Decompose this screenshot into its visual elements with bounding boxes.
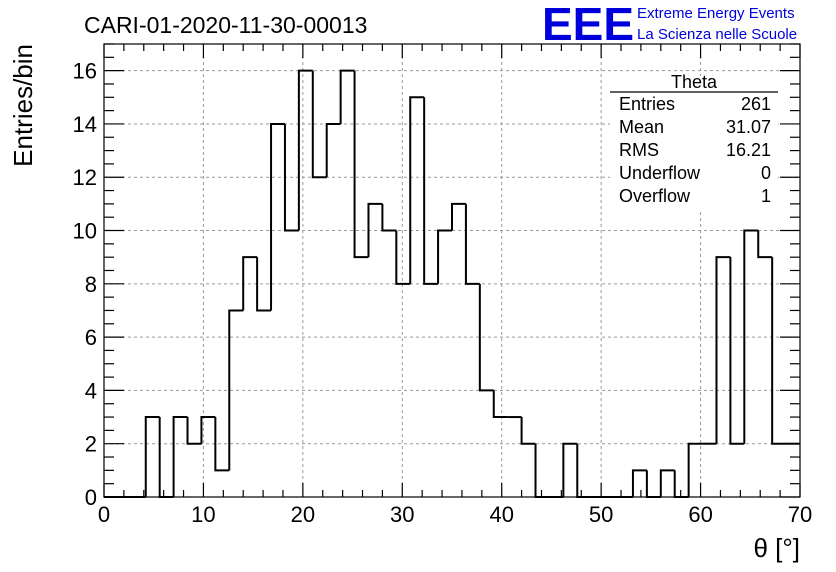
histogram-bin: [659, 469, 675, 497]
axis-ticks: [103, 43, 801, 498]
stats-value: 0: [761, 163, 771, 183]
histogram-bin: [631, 469, 647, 497]
y-tick-label: 2: [85, 432, 97, 457]
y-tick-label: 6: [85, 325, 97, 350]
histogram-bin: [409, 96, 425, 284]
histogram-bin: [325, 122, 341, 178]
stats-label: RMS: [619, 140, 659, 160]
histogram-bin: [451, 202, 466, 231]
logo-line-2: La Scienza nelle Scuole: [637, 26, 797, 43]
eee-logo: EEE Extreme Energy Events La Scienza nel…: [542, 0, 797, 50]
y-tick-label: 14: [73, 112, 97, 137]
histogram-bin: [492, 390, 508, 419]
histogram-bin: [367, 202, 383, 258]
histogram-bin: [464, 203, 480, 285]
y-tick-label: 16: [73, 59, 97, 84]
histogram-bin: [200, 416, 216, 444]
histogram-bin: [757, 230, 773, 259]
y-tick-label: 0: [85, 485, 97, 510]
stats-value: 16.21: [726, 140, 771, 160]
chart-title: CARI-01-2020-11-30-00013: [84, 12, 367, 38]
histogram-bin: [562, 442, 578, 497]
stats-label: Overflow: [619, 186, 691, 206]
histogram-bin: [144, 416, 160, 497]
logo-line-1: Extreme Energy Events: [637, 5, 795, 22]
x-tick-label: 40: [489, 502, 513, 527]
histogram-bin: [158, 417, 174, 498]
x-tick-label: 30: [390, 502, 414, 527]
histogram-bin: [673, 470, 689, 498]
histogram-bin: [311, 70, 327, 179]
histogram-bin: [478, 283, 494, 392]
histogram-bin: [339, 69, 355, 124]
histogram-bin: [256, 257, 272, 312]
histogram-bin: [381, 203, 397, 232]
x-tick-label: 60: [688, 502, 712, 527]
histogram-bin: [214, 417, 230, 472]
histogram-bin: [520, 417, 536, 445]
histogram-bin: [729, 257, 745, 445]
histogram-bin: [242, 256, 258, 311]
stats-box: Theta Entries 261 Mean 31.07 RMS 16.21 Underfl…: [610, 72, 778, 212]
histogram-bin: [172, 416, 188, 497]
stats-label: Underflow: [619, 163, 701, 183]
x-tick-label: 0: [98, 502, 110, 527]
histogram-bin: [437, 229, 452, 284]
y-axis-title: Entries/bin: [8, 44, 38, 167]
x-tick-label: 70: [788, 502, 812, 527]
stats-label: Entries: [619, 94, 675, 114]
histogram-bin: [534, 443, 550, 498]
x-tick-label: 10: [191, 502, 215, 527]
y-tick-label: 4: [85, 378, 97, 403]
histogram-bin: [283, 123, 299, 232]
stats-value: 31.07: [726, 117, 771, 137]
stats-box-background: [610, 76, 778, 212]
histogram-bin: [687, 442, 703, 497]
histogram-bin: [423, 97, 439, 285]
stats-value: 1: [761, 186, 771, 206]
x-tick-label: 50: [589, 502, 613, 527]
histogram: [104, 69, 800, 498]
histogram-bin: [297, 69, 313, 231]
x-tick-label: 20: [291, 502, 315, 527]
y-tick-label: 10: [73, 219, 97, 244]
x-axis-title: θ [°]: [753, 533, 800, 563]
stats-title: Theta: [671, 72, 718, 92]
histogram-bin: [353, 70, 369, 259]
histogram-bin: [395, 230, 411, 285]
stats-value: 261: [741, 94, 771, 114]
histogram-bin: [771, 257, 787, 445]
histogram-bin: [645, 470, 661, 498]
histogram-bin: [715, 256, 731, 444]
stats-label: Mean: [619, 117, 664, 137]
histogram-bin: [270, 122, 285, 311]
histogram-bin: [186, 417, 202, 445]
histogram-bin: [743, 229, 759, 444]
histogram-bin: [228, 309, 244, 471]
histogram-bin: [576, 443, 592, 498]
logo-mark: EEE: [542, 0, 634, 50]
y-tick-label: 8: [85, 272, 97, 297]
y-tick-label: 12: [73, 165, 97, 190]
